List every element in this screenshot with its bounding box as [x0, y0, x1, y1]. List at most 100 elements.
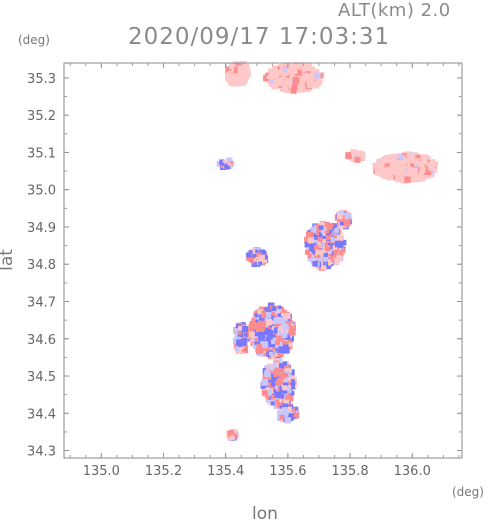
echo-pixel: [266, 395, 270, 399]
echo-pixel: [327, 224, 334, 231]
echo-pixel: [330, 236, 336, 243]
echo-pixel: [278, 346, 285, 354]
echo-pixel: [269, 305, 274, 310]
echo-pixel: [275, 340, 281, 346]
echo-pixel: [246, 252, 252, 258]
echo-pixel: [283, 399, 290, 405]
echo-pixel: [425, 162, 431, 167]
echo-pixel: [320, 249, 326, 255]
echo-pixel: [322, 232, 326, 236]
echo-pixel: [261, 378, 269, 386]
echo-pixel: [270, 382, 276, 387]
echo-pixel: [272, 325, 276, 330]
echo-pixel: [280, 331, 288, 339]
echo-pixel: [230, 75, 237, 82]
echo-pixel: [312, 261, 318, 267]
echo-pixel: [323, 257, 328, 262]
echo-pixel: [332, 245, 338, 250]
echo-pixel: [230, 435, 236, 440]
echo-pixel: [243, 69, 248, 74]
x-tick-label: 135.2: [145, 464, 182, 479]
echo-pixel: [276, 81, 282, 87]
echo-pixel: [259, 320, 266, 328]
echo-pixel: [266, 340, 274, 348]
echo-pixel: [256, 322, 261, 327]
echo-pixel: [240, 339, 247, 346]
echo-pixel: [379, 157, 385, 163]
echo-pixel: [297, 69, 304, 76]
echo-pixel: [340, 239, 347, 246]
echo-pixel: [330, 257, 335, 262]
echo-pixel: [271, 308, 278, 316]
echo-pixel: [275, 69, 283, 76]
echo-pixel: [285, 327, 289, 331]
altitude-label: ALT(km) 2.0: [338, 0, 451, 21]
echo-pixel: [267, 376, 272, 381]
echo-pixel: [278, 392, 284, 399]
echo-pixel: [283, 347, 290, 354]
echo-pixel: [381, 172, 389, 179]
echo-pixel: [272, 67, 277, 71]
echo-pixel: [225, 66, 232, 73]
echo-pixel: [275, 399, 280, 404]
echo-pixel: [243, 330, 248, 335]
echo-pixel: [343, 219, 351, 227]
x-axis-unit: (deg): [452, 485, 484, 499]
echo-pixel: [354, 156, 361, 163]
echo-pixel: [234, 328, 241, 335]
echo-pixel: [272, 80, 277, 84]
echo-pixel: [332, 226, 336, 231]
echo-pixel: [414, 154, 421, 161]
echo-pixel: [229, 161, 233, 165]
echo-pixel: [426, 156, 431, 162]
echo-pixel: [229, 72, 236, 79]
echo-pixel: [238, 331, 242, 335]
echo-pixel: [248, 328, 253, 333]
echo-pixel: [253, 345, 257, 349]
echo-pixel: [273, 389, 277, 393]
echo-pixel: [224, 163, 231, 170]
echo-pixel: [242, 78, 248, 84]
echo-pixel: [400, 168, 405, 173]
echo-pixel: [329, 243, 335, 250]
echo-pixel: [277, 330, 282, 334]
echo-pixel: [376, 166, 381, 171]
echo-pixel: [276, 402, 281, 408]
echo-pixel: [265, 396, 272, 403]
echo-pixel: [428, 164, 435, 171]
echo-pixel: [284, 385, 291, 392]
y-tick-label: 34.6: [27, 333, 56, 348]
echo-pixel: [297, 72, 305, 80]
echo-pixel: [324, 223, 328, 228]
echo-pixel: [312, 249, 318, 255]
echo-pixel: [317, 236, 323, 242]
echo-pixel: [259, 324, 266, 331]
echo-pixel: [319, 221, 325, 227]
echo-pixel: [276, 332, 281, 337]
echo-pixel: [251, 327, 257, 334]
echo-pixel: [314, 257, 319, 262]
echo-pixel: [222, 160, 229, 166]
echo-pixel: [255, 347, 262, 355]
echo-pixel: [425, 173, 431, 179]
echo-pixel: [285, 72, 289, 76]
echo-pixel: [266, 365, 272, 371]
echo-pixel: [324, 230, 328, 234]
echo-pixel: [281, 410, 289, 417]
echo-pixel: [280, 325, 284, 329]
echo-pixel: [293, 412, 300, 418]
echo-pixel: [408, 167, 416, 175]
echo-pixel: [288, 381, 293, 386]
echo-pixel: [283, 389, 288, 394]
echo-pixel: [265, 387, 270, 391]
echo-pixel: [374, 168, 381, 175]
echo-pixel: [269, 351, 273, 356]
echo-pixel: [282, 67, 288, 73]
echo-pixel: [288, 406, 292, 411]
echo-pixel: [266, 350, 272, 356]
echo-pixel: [418, 171, 426, 179]
echo-pixel: [277, 397, 282, 403]
echo-pixel: [339, 220, 345, 226]
echo-pixel: [258, 254, 265, 262]
echo-pixel: [284, 75, 288, 79]
